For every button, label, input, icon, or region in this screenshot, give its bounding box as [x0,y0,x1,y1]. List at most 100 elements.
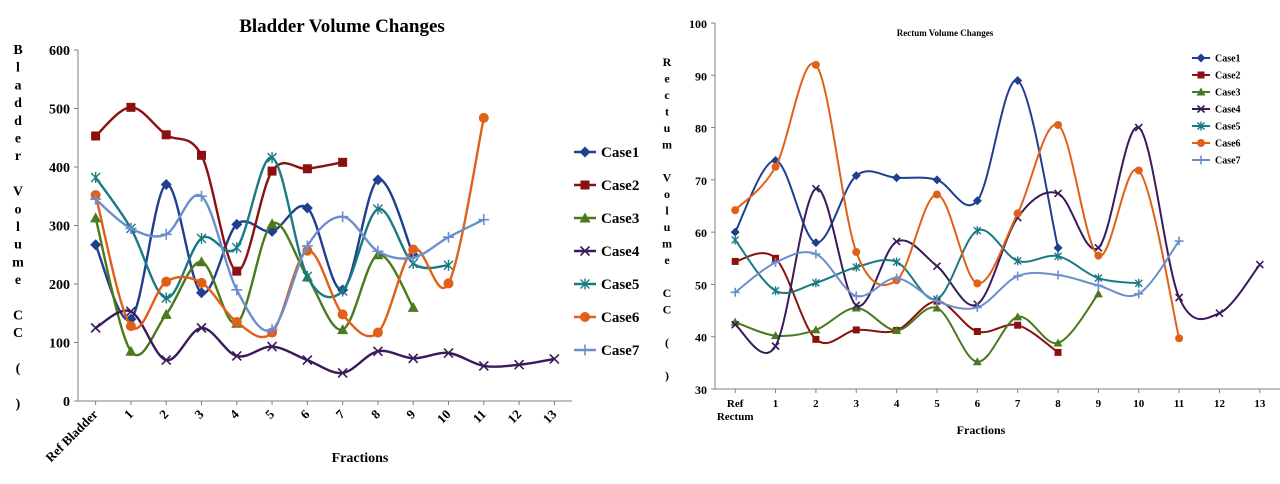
rectum-data-point [730,287,740,297]
rectum-legend-label: Case3 [1215,87,1241,98]
bladder-x-tick-label: 6 [297,406,313,422]
bladder-legend-label: Case7 [601,343,640,359]
bladder-legend-marker [579,212,591,223]
bladder-y-tick-label: 200 [49,278,70,293]
bladder-legend-item-case1: Case1 [574,145,639,161]
bladder-data-point [196,190,207,202]
rectum-x-tick-label: 9 [1096,398,1102,410]
bladder-data-point [196,287,207,299]
rectum-data-point [1013,256,1022,266]
bladder-data-point [478,112,489,123]
rectum-legend-label: Case5 [1215,121,1241,132]
bladder-x-tick-label: 3 [191,406,207,422]
bladder-data-point [125,222,137,234]
rectum-legend-item-case1: Case1 [1192,53,1241,64]
rectum-data-point [811,238,821,248]
rectum-data-point [811,184,820,193]
bladder-data-point [90,239,102,251]
rectum-x-tick-label: 1 [773,398,779,410]
bladder-data-point [231,350,242,362]
bladder-data-point [90,322,101,333]
rectum-legend-marker [1196,104,1206,114]
rectum-data-point [972,196,982,206]
rectum-legend-marker [1196,155,1206,165]
rectum-data-point [1053,270,1063,280]
bladder-x-tick-label: 9 [403,406,419,422]
bladder-legend-label: Case6 [601,310,640,326]
rectum-data-point [1134,166,1143,175]
bladder-data-point [267,152,278,164]
bladder-data-point [337,367,348,378]
bladder-legend-item-case2: Case2 [574,178,639,194]
rectum-data-point [892,325,902,334]
bladder-data-point [443,259,454,271]
bladder-data-point [90,193,102,205]
rectum-legend-marker [1197,121,1205,131]
rectum-data-point [1053,243,1063,253]
rectum-data-point [1134,289,1144,299]
rectum-data-point [1054,120,1063,129]
rectum-series-case2 [731,252,1062,356]
bladder-data-point [407,252,419,264]
rectum-data-point [771,257,781,267]
rectum-x-tick-label: Rectum [717,411,754,423]
bladder-data-point [231,218,243,230]
rectum-y-tick-label: 40 [695,331,707,345]
rectum-series-case6 [731,60,1184,343]
bladder-data-point [232,266,242,276]
bladder-y-tick-label: 100 [49,337,70,352]
bladder-data-point [372,203,383,215]
bladder-data-point [337,324,349,335]
bladder-data-point [125,306,136,317]
rectum-data-point [1013,271,1023,281]
rectum-x-tick-label: 8 [1055,398,1061,410]
rectum-data-point [852,301,861,310]
bladder-series-case7 [90,190,490,336]
bladder-data-point [231,317,242,328]
bladder-data-point [267,341,278,352]
rectum-data-point [1094,243,1103,252]
rectum-x-tick-label: Ref [727,398,744,410]
bladder-data-point [196,232,207,244]
bladder-data-point [337,309,348,320]
rectum-data-point [731,235,740,245]
rectum-y-tick-label: 90 [695,69,707,83]
rectum-data-point [892,173,902,183]
bladder-legend-label: Case4 [601,244,640,260]
bladder-data-point [372,174,384,186]
bladder-y-tick-label: 400 [49,161,70,176]
rectum-series-case1 [730,76,1063,253]
bladder-x-tick-label: Ref Bladder [42,406,101,465]
rectum-data-point [771,342,780,351]
bladder-data-point [372,327,383,338]
bladder-data-point [443,231,454,243]
rectum-data-point [731,257,739,265]
rectum-data-point [1054,251,1063,261]
bladder-data-point [231,242,242,254]
rectum-data-point [973,327,981,335]
rectum-data-point [731,206,740,215]
rectum-y-tick-label: 100 [689,17,707,31]
bladder-data-point [196,277,207,288]
bladder-series-line-case3 [94,217,415,357]
bladder-data-point [160,308,172,319]
rectum-data-point [932,262,942,271]
bladder-data-point [266,218,278,229]
rectum-data-point [1255,260,1264,269]
bladder-x-tick-label: 4 [227,406,243,422]
rectum-legend-item-case3: Case3 [1192,87,1241,98]
rectum-data-point [730,317,740,326]
rectum-y-tick-label: 60 [695,226,707,240]
bladder-x-tick-label: 13 [540,406,560,426]
bladder-series-line-case2 [94,106,343,273]
rectum-legend-item-case2: Case2 [1192,70,1241,81]
rectum-data-point [892,273,902,283]
bladder-data-point [478,214,490,226]
rectum-chart-svg: Rectum Volume Changes 30 40 50 60 70 80 90 100 Re… [662,17,1280,437]
rectum-data-point [1134,123,1143,132]
bladder-data-point [302,354,313,366]
bladder-legend-label: Case2 [601,178,639,194]
rectum-data-point [973,226,982,236]
rectum-data-point [1014,321,1022,329]
